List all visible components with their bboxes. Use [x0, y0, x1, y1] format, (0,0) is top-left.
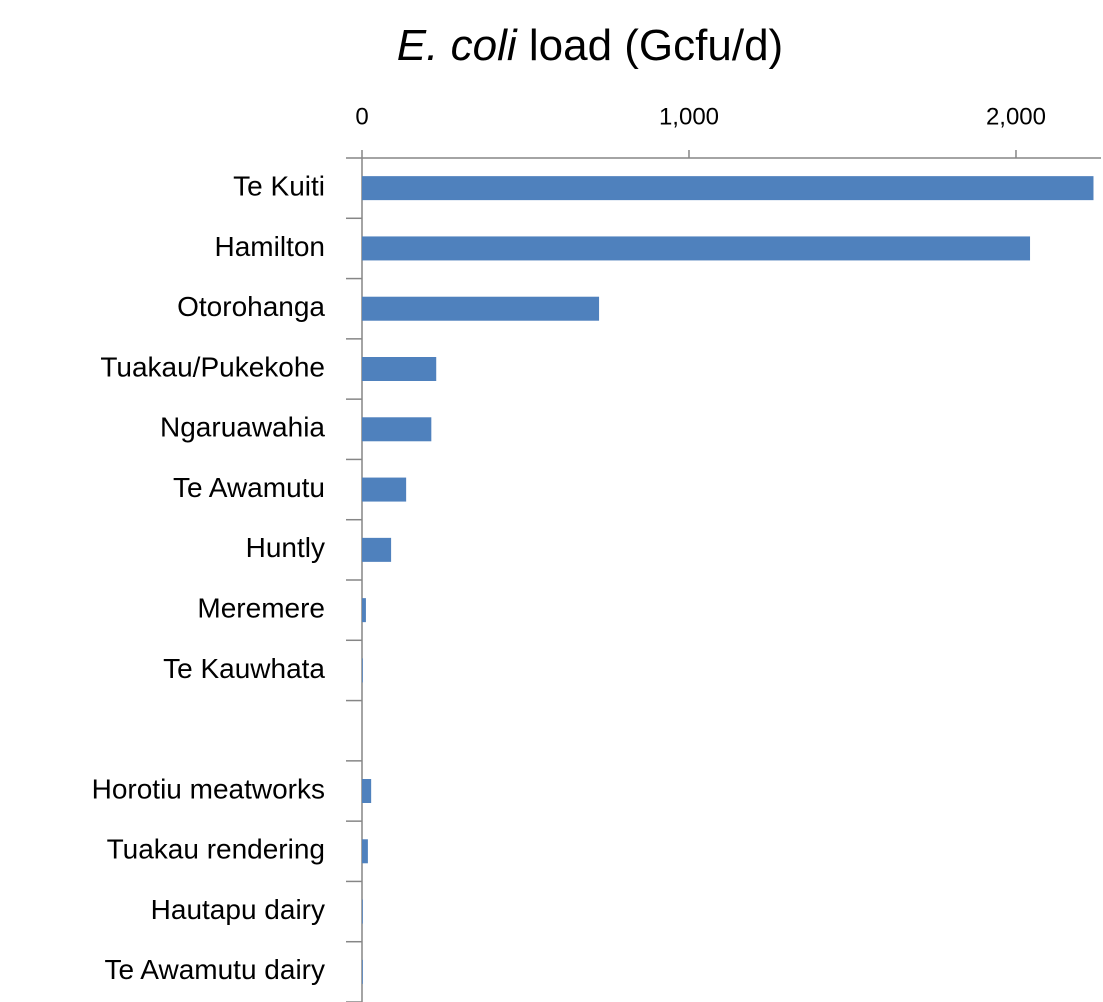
y-tick-label: Meremere [197, 593, 325, 624]
y-tick-label: Tuakau/Pukekohe [100, 351, 325, 382]
y-tick-label: Ngaruawahia [160, 412, 325, 443]
y-tick-label: Te Awamutu dairy [105, 954, 326, 985]
x-tick-label: 1,000 [659, 103, 719, 130]
y-tick-label: Te Kauwhata [163, 653, 325, 684]
y-tick-label: Tuakau rendering [107, 834, 325, 865]
bar [362, 598, 366, 623]
bar [362, 176, 1094, 201]
bar [362, 959, 363, 984]
title-italic: E. coli [397, 21, 518, 70]
bar [362, 417, 432, 442]
title-rest: load (Gcfu/d) [529, 21, 783, 70]
x-tick-label: 0 [355, 103, 368, 130]
y-tick-label: Huntly [246, 532, 325, 563]
y-tick-label: Te Kuiti [233, 171, 325, 202]
bar [362, 296, 600, 321]
bar [362, 779, 372, 803]
x-tick-label: 2,000 [986, 103, 1046, 130]
bar [362, 658, 363, 683]
y-tick-label: Horotiu meatworks [92, 773, 325, 804]
bar [362, 477, 407, 502]
chart-title: E. coli load (Gcfu/d) [397, 21, 783, 70]
y-tick-label: Hautapu dairy [151, 894, 325, 925]
y-tick-label: Te Awamutu [173, 472, 325, 503]
bar [362, 357, 437, 381]
bar [362, 537, 392, 562]
bar [362, 899, 363, 924]
y-tick-label: Otorohanga [177, 291, 325, 322]
bar [362, 839, 368, 864]
bar [362, 236, 1031, 261]
y-tick-label: Hamilton [215, 231, 325, 262]
